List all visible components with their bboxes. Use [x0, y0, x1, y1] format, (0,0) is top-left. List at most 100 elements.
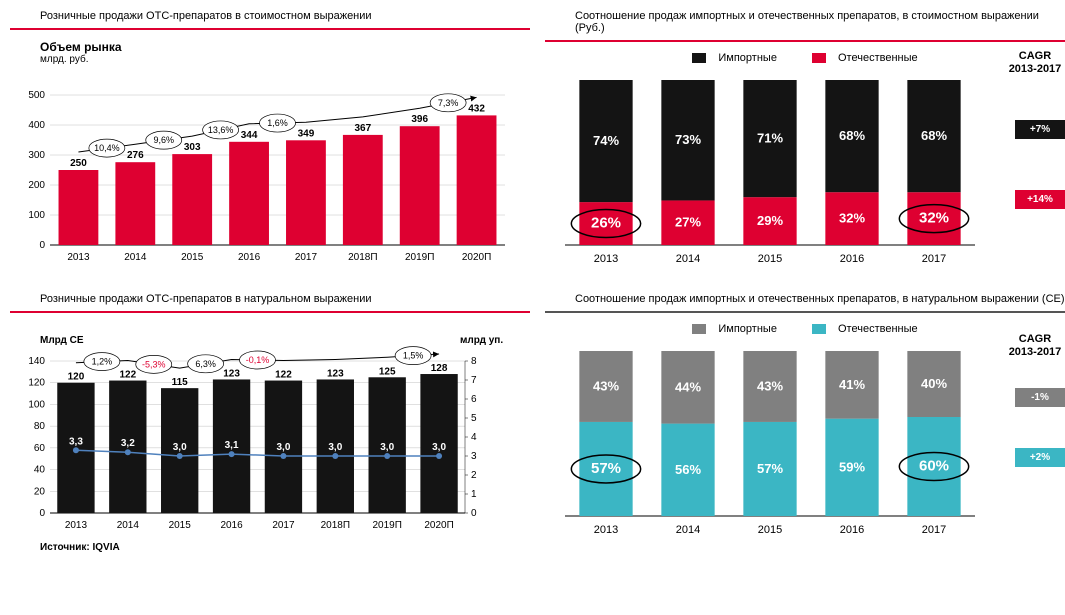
- panel-top-right: Соотношение продаж импортных и отечестве…: [545, 10, 1065, 273]
- svg-text:115: 115: [172, 377, 189, 388]
- br-title: Соотношение продаж импортных и отечестве…: [545, 293, 1065, 305]
- svg-text:2016: 2016: [840, 253, 864, 265]
- svg-text:2017: 2017: [295, 252, 318, 263]
- panel-bottom-right: Соотношение продаж импортных и отечестве…: [545, 293, 1065, 553]
- svg-text:6: 6: [471, 394, 477, 405]
- tr-legend-top: Импортные: [718, 52, 777, 64]
- svg-text:2014: 2014: [676, 253, 700, 265]
- svg-text:3,0: 3,0: [276, 442, 290, 453]
- svg-text:200: 200: [28, 180, 45, 191]
- svg-text:71%: 71%: [757, 131, 783, 146]
- svg-text:2014: 2014: [676, 524, 700, 536]
- br-cagr-bot: +2%: [1015, 448, 1065, 467]
- svg-text:2014: 2014: [117, 520, 140, 531]
- svg-text:6,3%: 6,3%: [195, 359, 216, 369]
- svg-text:3,1: 3,1: [225, 440, 239, 451]
- svg-text:140: 140: [28, 356, 45, 367]
- br-cagr-top: -1%: [1015, 388, 1065, 407]
- tr-cagr-top: +7%: [1015, 120, 1065, 139]
- panel-bottom-left: Розничные продажи OTC-препаратов в натур…: [10, 293, 530, 553]
- svg-text:2019П: 2019П: [405, 252, 434, 263]
- svg-text:2013: 2013: [65, 520, 88, 531]
- svg-text:-5,3%: -5,3%: [142, 359, 166, 369]
- svg-text:0: 0: [39, 508, 45, 519]
- svg-text:7: 7: [471, 375, 477, 386]
- svg-text:1,6%: 1,6%: [267, 118, 288, 128]
- svg-text:276: 276: [127, 150, 144, 161]
- svg-text:2015: 2015: [181, 252, 204, 263]
- br-legend-bot: Отечественные: [838, 323, 918, 335]
- svg-text:303: 303: [184, 142, 201, 153]
- svg-text:432: 432: [468, 103, 485, 114]
- svg-text:122: 122: [119, 370, 136, 381]
- svg-text:120: 120: [68, 372, 85, 383]
- svg-text:300: 300: [28, 150, 45, 161]
- br-legend-top: Импортные: [718, 323, 777, 335]
- svg-text:5: 5: [471, 413, 477, 424]
- svg-text:2019П: 2019П: [372, 520, 401, 531]
- svg-text:80: 80: [34, 421, 46, 432]
- svg-text:2017: 2017: [922, 524, 946, 536]
- svg-text:41%: 41%: [839, 377, 865, 392]
- bl-title: Розничные продажи OTC-препаратов в натур…: [10, 293, 530, 305]
- svg-text:32%: 32%: [919, 210, 949, 227]
- br-cagr-label: CAGR2013-2017: [1005, 333, 1065, 359]
- svg-text:0: 0: [39, 240, 45, 251]
- svg-text:4: 4: [471, 432, 477, 443]
- svg-text:2015: 2015: [758, 253, 782, 265]
- svg-text:2: 2: [471, 470, 477, 481]
- tl-chart: 0100200300400500250201327620143032015344…: [10, 65, 515, 265]
- svg-text:60%: 60%: [919, 458, 949, 475]
- svg-text:40%: 40%: [921, 376, 947, 391]
- svg-text:2018П: 2018П: [321, 520, 350, 531]
- svg-text:128: 128: [431, 363, 448, 374]
- svg-text:349: 349: [298, 128, 315, 139]
- svg-text:7,3%: 7,3%: [438, 98, 459, 108]
- svg-text:56%: 56%: [675, 462, 701, 477]
- svg-text:367: 367: [354, 123, 371, 134]
- svg-text:3,0: 3,0: [432, 442, 446, 453]
- svg-text:2016: 2016: [220, 520, 243, 531]
- svg-text:60: 60: [34, 443, 46, 454]
- svg-text:59%: 59%: [839, 459, 865, 474]
- svg-text:125: 125: [379, 366, 396, 377]
- svg-text:68%: 68%: [839, 128, 865, 143]
- svg-text:3,2: 3,2: [121, 438, 135, 449]
- svg-text:2016: 2016: [840, 524, 864, 536]
- svg-text:68%: 68%: [921, 128, 947, 143]
- svg-text:43%: 43%: [593, 378, 619, 393]
- svg-text:100: 100: [28, 399, 45, 410]
- tl-rule: [10, 28, 530, 30]
- tr-title: Соотношение продаж импортных и отечестве…: [545, 10, 1065, 34]
- svg-text:13,6%: 13,6%: [208, 125, 234, 135]
- svg-text:250: 250: [70, 158, 87, 169]
- svg-text:3,3: 3,3: [69, 436, 83, 447]
- svg-text:43%: 43%: [757, 378, 783, 393]
- tr-rule: [545, 40, 1065, 42]
- svg-text:2013: 2013: [67, 252, 90, 263]
- svg-text:26%: 26%: [591, 215, 621, 232]
- svg-text:2018П: 2018П: [348, 252, 377, 263]
- svg-text:400: 400: [28, 120, 45, 131]
- svg-text:74%: 74%: [593, 133, 619, 148]
- svg-text:2015: 2015: [758, 524, 782, 536]
- svg-text:9,6%: 9,6%: [153, 135, 174, 145]
- svg-text:2017: 2017: [922, 253, 946, 265]
- svg-text:2013: 2013: [594, 524, 618, 536]
- svg-text:29%: 29%: [757, 213, 783, 228]
- svg-text:8: 8: [471, 356, 477, 367]
- svg-text:32%: 32%: [839, 211, 865, 226]
- svg-text:57%: 57%: [757, 461, 783, 476]
- tr-legend-bot: Отечественные: [838, 52, 918, 64]
- svg-text:344: 344: [241, 130, 258, 141]
- br-rule: [545, 311, 1065, 313]
- svg-text:123: 123: [327, 368, 344, 379]
- svg-text:73%: 73%: [675, 132, 701, 147]
- svg-text:3,0: 3,0: [328, 442, 342, 453]
- tl-title: Розничные продажи OTC-препаратов в стоим…: [10, 10, 530, 22]
- tl-sub2: млрд. руб.: [10, 54, 530, 65]
- svg-text:1: 1: [471, 489, 477, 500]
- tl-sub1: Объем рынка: [10, 40, 530, 54]
- source-label: Источник: IQVIA: [10, 542, 530, 553]
- svg-text:100: 100: [28, 210, 45, 221]
